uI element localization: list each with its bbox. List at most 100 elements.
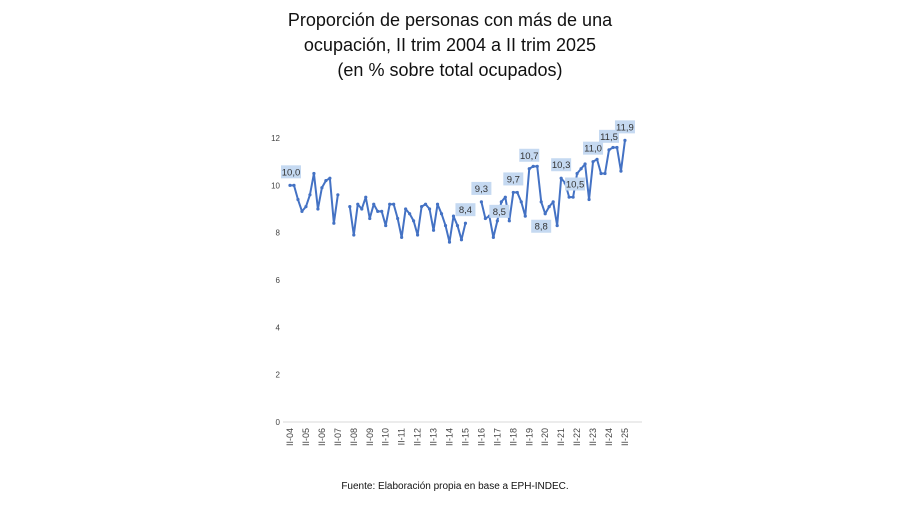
x-tick-label: II-06: [317, 428, 327, 446]
y-tick-label: 12: [271, 134, 280, 143]
x-tick-label: II-20: [540, 428, 550, 446]
data-point: [352, 233, 356, 237]
data-label-box: [583, 141, 604, 155]
data-label-box: [519, 148, 540, 162]
data-point: [336, 193, 340, 197]
data-point: [364, 195, 368, 199]
data-point: [431, 228, 436, 232]
data-point: [507, 219, 511, 223]
data-label-box: [503, 172, 524, 186]
title-line: ocupación, II trim 2004 a II trim 2025: [303, 35, 597, 55]
data-point: [372, 202, 376, 206]
x-tick-label: II-10: [381, 428, 391, 446]
series-line: [348, 196, 467, 244]
data-point: [463, 221, 468, 225]
data-point: [559, 176, 563, 180]
data-label: 10,3: [552, 160, 571, 171]
data-label: 10,7: [520, 151, 539, 162]
x-tick-label: II-18: [508, 428, 518, 446]
data-point: [296, 197, 300, 202]
data-label: 11,9: [616, 122, 634, 133]
data-label: 9,3: [475, 184, 488, 195]
x-tick-label: II-08: [349, 428, 359, 446]
title-line: (en % sobre total ocupados): [337, 60, 563, 80]
data-point: [360, 207, 364, 211]
data-label-box: [489, 204, 510, 218]
data-point: [419, 205, 424, 209]
y-tick-label: 6: [276, 276, 281, 285]
data-point: [392, 202, 396, 206]
data-point: [543, 212, 547, 216]
series-line: [480, 140, 626, 239]
data-label-box: [471, 181, 492, 195]
data-point: [439, 212, 444, 216]
data-point: [455, 223, 460, 228]
data-point: [368, 216, 372, 221]
data-label-box: [599, 129, 619, 143]
data-point: [583, 162, 587, 166]
x-tick-label: II-04: [285, 428, 295, 446]
data-point: [427, 207, 432, 211]
data-point: [316, 207, 320, 211]
x-tick-label: II-19: [524, 428, 534, 446]
data-point: [447, 240, 452, 244]
x-tick-label: II-09: [365, 428, 375, 446]
data-label: 8,8: [535, 222, 548, 233]
data-point: [491, 235, 495, 239]
data-point: [619, 169, 623, 173]
y-tick-label: 2: [276, 371, 281, 380]
data-label: 10,0: [282, 167, 301, 178]
data-point: [412, 219, 416, 223]
x-tick-label: II-16: [476, 428, 486, 446]
data-point: [483, 216, 487, 221]
x-tick-label: II-05: [301, 428, 311, 446]
data-label-box: [551, 158, 572, 172]
data-point: [579, 167, 583, 171]
data-point: [404, 207, 408, 211]
x-tick-label: II-07: [333, 428, 343, 446]
data-point: [595, 157, 599, 161]
y-tick-label: 0: [276, 418, 281, 427]
data-point: [567, 195, 571, 199]
data-point: [328, 176, 332, 180]
data-label: 8,5: [493, 207, 506, 218]
x-tick-label: II-11: [397, 428, 407, 445]
data-point: [356, 202, 360, 206]
x-tick-label: II-22: [572, 428, 582, 446]
data-point: [535, 164, 539, 168]
data-point: [388, 202, 392, 206]
title-line: Proporción de personas con más de una: [287, 10, 613, 30]
data-point: [623, 138, 627, 142]
data-point: [611, 145, 615, 150]
data-label: 8,4: [459, 205, 472, 216]
data-point: [527, 167, 531, 171]
x-tick-label: II-21: [556, 428, 566, 446]
data-label: 11,0: [584, 144, 602, 155]
x-tick-label: II-23: [588, 428, 598, 446]
data-point: [547, 205, 551, 209]
x-tick-label: II-24: [604, 428, 614, 446]
data-label-box: [565, 177, 586, 191]
y-tick-label: 10: [271, 181, 280, 190]
data-point: [515, 190, 519, 195]
data-point: [555, 223, 559, 228]
data-point: [607, 148, 611, 152]
data-point: [459, 238, 464, 242]
data-point: [451, 214, 456, 218]
data-point: [495, 219, 499, 223]
data-point: [380, 209, 384, 213]
data-point: [408, 212, 412, 216]
data-point: [523, 214, 527, 218]
data-point: [587, 197, 591, 202]
data-point: [551, 200, 555, 204]
data-point: [324, 179, 328, 183]
data-point: [539, 200, 543, 204]
data-point: [503, 195, 507, 199]
data-point: [400, 235, 404, 239]
data-point: [615, 145, 619, 150]
data-point: [292, 183, 296, 187]
y-tick-label: 8: [276, 229, 281, 238]
x-tick-label: II-25: [620, 428, 630, 446]
data-label-box: [531, 219, 552, 233]
